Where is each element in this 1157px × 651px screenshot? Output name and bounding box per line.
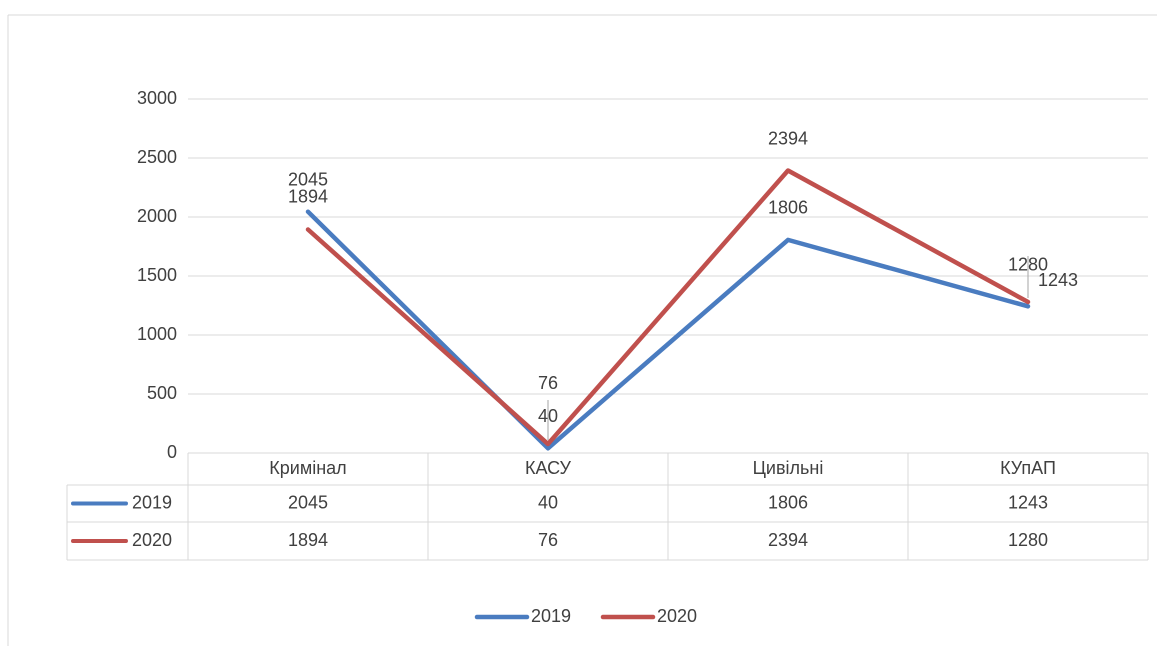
table-cell: 1280 xyxy=(1008,530,1048,550)
y-tick-label: 2500 xyxy=(137,147,177,167)
table-series-name: 2020 xyxy=(132,530,172,550)
data-label: 76 xyxy=(538,373,558,393)
legend-label: 2019 xyxy=(531,606,571,626)
data-label: 2394 xyxy=(768,128,808,148)
y-tick-label: 1500 xyxy=(137,265,177,285)
y-tick-label: 500 xyxy=(147,383,177,403)
series-line xyxy=(305,168,1031,447)
table-cell: 1806 xyxy=(768,492,808,512)
table-header: КУпАП xyxy=(1000,458,1056,478)
legend-label: 2020 xyxy=(657,606,697,626)
table-cell: 2045 xyxy=(288,492,328,512)
table-series-name: 2019 xyxy=(132,492,172,512)
table-header: КАСУ xyxy=(525,458,571,478)
table-cell: 2394 xyxy=(768,530,808,550)
data-label: 1806 xyxy=(768,198,808,218)
data-label: 1894 xyxy=(288,186,328,206)
series-line xyxy=(305,209,1031,451)
table-cell: 76 xyxy=(538,530,558,550)
y-tick-label: 2000 xyxy=(137,206,177,226)
data-label: 1243 xyxy=(1038,270,1078,290)
y-tick-label: 3000 xyxy=(137,88,177,108)
table-cell: 1243 xyxy=(1008,492,1048,512)
y-tick-label: 0 xyxy=(167,442,177,462)
y-tick-label: 1000 xyxy=(137,324,177,344)
data-label: 2045 xyxy=(288,169,328,189)
table-header: Кримінал xyxy=(269,458,346,478)
table-header: Цивільні xyxy=(753,458,824,478)
table-cell: 1894 xyxy=(288,530,328,550)
table-cell: 40 xyxy=(538,492,558,512)
